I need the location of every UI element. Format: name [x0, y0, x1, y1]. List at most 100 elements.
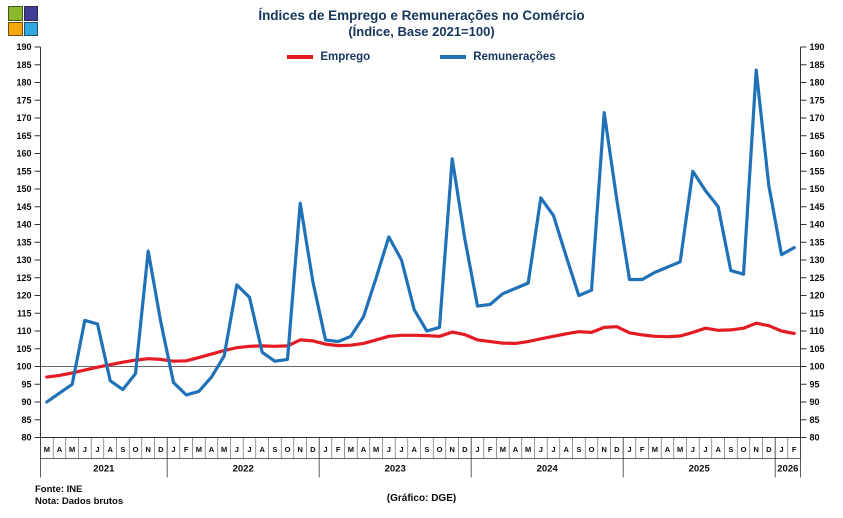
- logo-square-top-left: [8, 6, 23, 21]
- y-tick-label-right: 145: [810, 202, 825, 212]
- month-letter: F: [792, 445, 797, 454]
- legend-label-remuneracoes: Remunerações: [473, 51, 556, 63]
- chart-title: Índices de Emprego e Remunerações no Com…: [258, 8, 585, 23]
- y-tick-label-right: 85: [810, 415, 820, 425]
- month-letter: J: [171, 445, 175, 454]
- year-label: 2026: [777, 464, 798, 475]
- y-tick-label-right: 100: [810, 362, 825, 372]
- logo-square-bottom-left: [8, 21, 23, 36]
- month-letter: F: [184, 445, 189, 454]
- legend-label-emprego: Emprego: [320, 51, 371, 63]
- month-letter: D: [158, 445, 164, 454]
- y-tick-label-right: 120: [810, 291, 825, 301]
- legend-swatch-emprego: [287, 55, 314, 59]
- y-tick-label-right: 140: [810, 220, 825, 230]
- y-tick-label-right: 170: [810, 113, 825, 123]
- y-tick-label-left: 165: [16, 131, 31, 141]
- footer-source-note: Fonte: INE Nota: Dados brutos: [35, 484, 123, 508]
- y-tick-label-right: 150: [810, 184, 825, 194]
- month-letter: J: [779, 445, 783, 454]
- y-tick-label-left: 125: [16, 273, 31, 283]
- month-letter: S: [424, 445, 429, 454]
- month-letter: A: [563, 445, 569, 454]
- y-tick-label-right: 125: [810, 273, 825, 283]
- y-tick-label-left: 115: [17, 308, 32, 318]
- month-letter: A: [665, 445, 671, 454]
- y-tick-label-left: 175: [16, 95, 31, 105]
- y-tick-label-right: 110: [810, 326, 825, 336]
- y-tick-label-left: 135: [16, 237, 31, 247]
- y-tick-label-left: 185: [16, 60, 31, 70]
- y-tick-label-right: 130: [810, 255, 825, 265]
- month-letter: J: [703, 445, 707, 454]
- month-letter: M: [652, 445, 658, 454]
- y-tick-label-right: 180: [810, 78, 825, 88]
- y-tick-label-right: 95: [810, 379, 820, 389]
- y-tick-label-left: 140: [16, 220, 31, 230]
- month-letter: O: [133, 445, 139, 454]
- month-letter: J: [83, 445, 87, 454]
- month-letter: D: [310, 445, 316, 454]
- month-letter: D: [462, 445, 468, 454]
- y-tick-label-right: 115: [810, 308, 825, 318]
- month-letter: O: [437, 445, 443, 454]
- y-tick-label-left: 160: [16, 149, 31, 159]
- y-tick-label-right: 175: [810, 95, 825, 105]
- month-letter: M: [373, 445, 379, 454]
- month-letter: A: [57, 445, 63, 454]
- month-letter: M: [44, 445, 50, 454]
- credit-text: (Gráfico: DGE): [386, 493, 457, 504]
- month-letter: M: [525, 445, 531, 454]
- series-line-remuneracoes: [45, 68, 796, 404]
- y-tick-label-left: 145: [16, 202, 31, 212]
- ine-logo: [8, 6, 38, 36]
- y-tick-label-right: 155: [810, 166, 825, 176]
- month-letter: M: [196, 445, 202, 454]
- month-letter: J: [539, 445, 543, 454]
- month-letter: J: [399, 445, 403, 454]
- month-letter: S: [728, 445, 733, 454]
- y-tick-label-right: 185: [810, 60, 825, 70]
- month-letter: J: [323, 445, 327, 454]
- y-tick-label-right: 165: [810, 131, 825, 141]
- y-tick-label-left: 120: [16, 291, 31, 301]
- year-label: 2021: [93, 464, 115, 475]
- y-tick-label-right: 160: [810, 149, 825, 159]
- logo-square-top-right: [23, 6, 38, 21]
- month-letter: D: [614, 445, 620, 454]
- y-tick-label-left: 130: [16, 255, 31, 265]
- month-letter: A: [361, 445, 367, 454]
- month-letter: O: [285, 445, 291, 454]
- month-letter: J: [475, 445, 479, 454]
- y-tick-label-left: 170: [16, 113, 31, 123]
- month-letter: N: [297, 445, 302, 454]
- y-tick-label-left: 85: [21, 415, 31, 425]
- month-letter: A: [411, 445, 417, 454]
- month-letter: M: [69, 445, 75, 454]
- month-letter: N: [145, 445, 150, 454]
- month-letter: A: [107, 445, 113, 454]
- y-tick-label-left: 100: [16, 362, 31, 372]
- year-label: 2022: [233, 464, 254, 475]
- note-text: Nota: Dados brutos: [35, 496, 124, 507]
- y-tick-label-left: 150: [16, 184, 31, 194]
- month-letter: M: [677, 445, 683, 454]
- y-tick-label-left: 90: [21, 397, 31, 407]
- month-letter: O: [589, 445, 595, 454]
- y-tick-label-left: 190: [16, 42, 31, 52]
- month-letter: F: [640, 445, 645, 454]
- month-letter: A: [209, 445, 215, 454]
- y-tick-label-left: 110: [17, 326, 32, 336]
- logo-square-bottom-right: [23, 21, 38, 36]
- month-letter: N: [753, 445, 758, 454]
- chart-title-block: Índices de Emprego e Remunerações no Com…: [0, 7, 843, 40]
- y-tick-label-left: 80: [21, 433, 31, 443]
- y-tick-label-right: 105: [810, 344, 825, 354]
- year-label: 2023: [385, 464, 406, 475]
- chart-subtitle: (Índice, Base 2021=100): [348, 24, 495, 39]
- legend-item-emprego: Emprego: [287, 51, 370, 63]
- month-letter: M: [221, 445, 227, 454]
- month-letter: S: [576, 445, 581, 454]
- y-tick-label-right: 190: [810, 42, 825, 52]
